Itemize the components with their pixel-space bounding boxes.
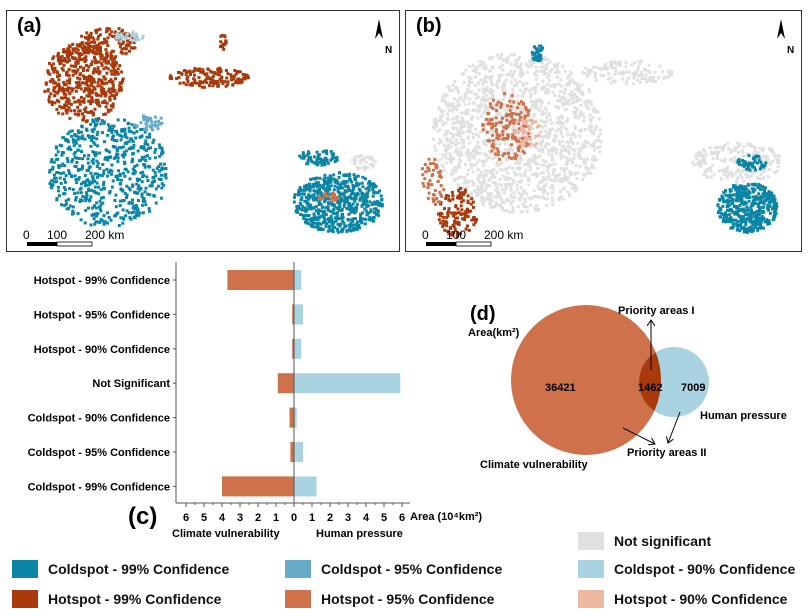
north-label: N [787,45,794,56]
bar-human [294,373,401,394]
panel-label-a: (a) [17,15,42,37]
x-tick-label: 4 [363,512,370,524]
venn-left-value: 36421 [545,382,576,394]
scale-label: 200 km [85,228,124,242]
priority-2-label: Priority areas II [627,447,707,459]
scale-label: 100 [446,228,466,242]
venn-diagram: (d) Area(km²) Priority areas I Priority … [468,303,787,471]
panel-label-d: (d) [470,303,496,325]
legend-label: Hotspot - 90% Confidence [614,591,788,607]
bar-human [294,407,297,428]
series-label-human: Human pressure [316,528,403,540]
legend-label: Hotspot - 99% Confidence [48,591,222,607]
bar-climate [292,338,294,359]
x-tick-label: 0 [291,512,297,524]
legend-label: Coldspot - 95% Confidence [321,561,503,577]
bar-human [294,442,303,462]
category-label: Coldspot - 90% Confidence [28,413,170,425]
legend-label: Coldspot - 99% Confidence [48,561,230,577]
north-arrow-icon [375,19,383,39]
north-label: N [385,45,392,56]
bar-climate [292,304,294,325]
x-tick-label: 5 [201,512,207,524]
panel-label-b: (b) [416,15,442,37]
bar-chart: Hotspot - 99% Confidence Hotspot - 95% Co… [28,262,410,524]
map-a-canvas: N 0 100 200 km [23,19,392,247]
category-label: Not Significant [92,378,170,390]
legend-item: Hotspot - 90% Confidence [578,590,787,608]
x-tick-label: 3 [237,512,243,524]
legend-swatch [285,590,311,608]
x-tick-label: 3 [345,512,351,524]
legend-swatch [578,590,604,608]
map-b-canvas: N 0 100 200 km [421,19,794,247]
legend-label: Hotspot - 95% Confidence [321,591,495,607]
legend-item: Hotspot - 99% Confidence [12,590,221,608]
series-label-climate: Climate vulnerability [172,528,280,540]
x-tick-label: 1 [309,512,315,524]
priority-1-label: Priority areas I [618,305,694,317]
legend-swatch [578,560,604,578]
scale-label: 0 [422,228,429,242]
scale-label: 0 [23,228,30,242]
panel-label-c: (c) [128,503,158,530]
scale-label: 100 [47,228,67,242]
venn-circle-climate [511,305,661,455]
legend-swatch [578,532,604,550]
x-axis-label: Area (10⁴km²) [410,511,483,523]
category-label: Hotspot - 95% Confidence [34,309,170,321]
bar-climate [277,373,294,394]
x-tick-label: 6 [399,512,405,524]
category-label: Coldspot - 99% Confidence [28,481,170,493]
category-label: Hotspot - 90% Confidence [34,344,170,356]
legend-item: Not significant [578,532,711,550]
x-tick-label: 1 [273,512,279,524]
x-tick-label: 4 [219,512,226,524]
x-tick-label: 2 [255,512,261,524]
legend-item: Coldspot - 95% Confidence [285,560,502,578]
venn-overlap [639,347,661,417]
legend-item: Hotspot - 95% Confidence [285,590,494,608]
bar-climate [222,476,294,497]
bar-human [294,338,302,359]
legend-item: Coldspot - 99% Confidence [12,560,229,578]
bar-human [294,304,303,325]
category-label: Coldspot - 95% Confidence [28,447,170,459]
venn-unit-label: Area(km²) [468,327,520,339]
x-tick-label: 5 [381,512,387,524]
legend-label: Coldspot - 90% Confidence [614,561,796,577]
map-b: N 0 100 200 km (b) [405,10,802,252]
x-tick-label: 2 [327,512,333,524]
map-a: N 0 100 200 km (a) [6,10,400,252]
arrow-priority-2b [668,411,681,443]
bar-climate [227,270,294,290]
bar-climate [289,407,294,428]
venn-right-value: 7009 [681,382,705,394]
legend-swatch [12,560,38,578]
category-label: Hotspot - 99% Confidence [34,275,170,287]
legend-swatch [285,560,311,578]
scale-label: 200 km [484,228,523,242]
bar-human [294,476,317,497]
venn-left-name: Climate vulnerability [480,459,588,471]
venn-overlap-value: 1462 [638,382,662,394]
scale-bar [426,242,456,246]
arrow-priority-2a [622,427,655,444]
bar-human [294,270,302,290]
legend-swatch [12,590,38,608]
bar-climate [290,442,294,462]
scale-bar [27,242,57,246]
north-arrow-icon [777,19,785,39]
legend-item: Coldspot - 90% Confidence [578,560,795,578]
x-tick-label: 6 [183,512,189,524]
legend-label: Not significant [614,533,712,549]
venn-right-name: Human pressure [700,410,787,422]
